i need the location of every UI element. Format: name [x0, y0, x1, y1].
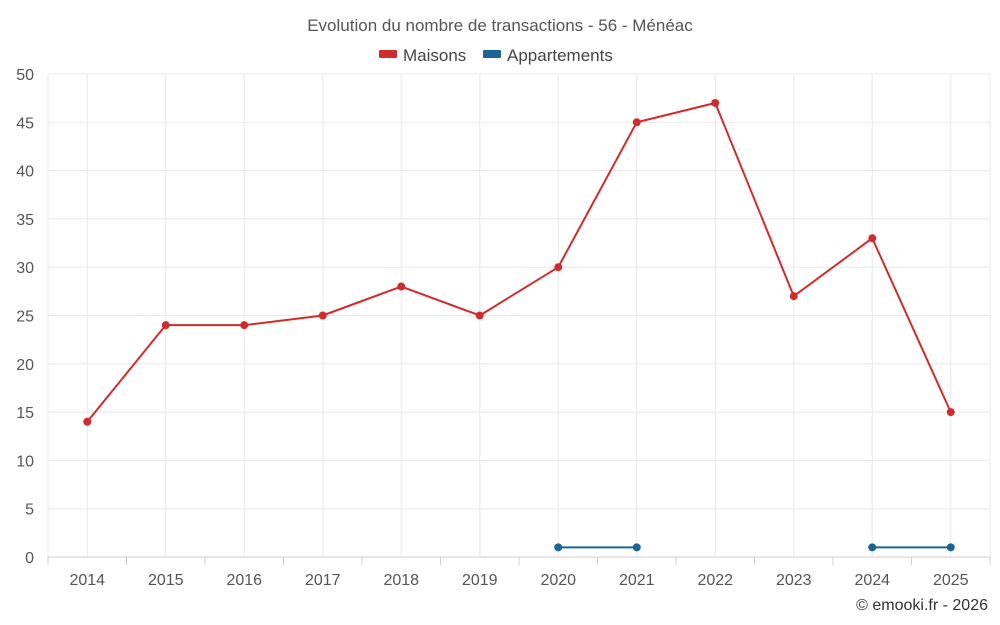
legend-item-maisons[interactable]: Maisons — [379, 46, 466, 65]
x-tick-label: 2018 — [383, 572, 419, 589]
x-tick-label: 2022 — [697, 572, 733, 589]
credit-text: © emooki.fr - 2026 — [856, 597, 988, 614]
y-tick-label: 10 — [16, 453, 34, 470]
data-point-maisons[interactable] — [318, 311, 327, 320]
y-tick-label: 0 — [25, 550, 34, 567]
data-point-maisons[interactable] — [240, 321, 249, 330]
x-tick-label: 2015 — [148, 572, 184, 589]
x-tick-label: 2020 — [540, 572, 576, 589]
plot-area — [83, 98, 955, 552]
x-tick-label: 2014 — [69, 572, 105, 589]
y-axis: 0 5 10 15 20 25 30 35 40 45 50 — [16, 67, 34, 567]
data-point-appartements[interactable] — [946, 543, 955, 552]
data-point-appartements[interactable] — [554, 543, 563, 552]
legend-label-maisons: Maisons — [403, 46, 466, 65]
y-tick-label: 20 — [16, 357, 34, 374]
data-point-maisons[interactable] — [868, 234, 877, 243]
x-tick-label: 2016 — [226, 572, 262, 589]
data-point-maisons[interactable] — [632, 118, 641, 127]
legend: Maisons Appartements — [379, 46, 613, 65]
data-point-maisons[interactable] — [789, 292, 798, 301]
y-tick-label: 30 — [16, 260, 34, 277]
x-tick-label: 2021 — [619, 572, 655, 589]
data-point-maisons[interactable] — [711, 98, 720, 107]
legend-swatch-maisons — [379, 50, 397, 58]
x-tick-label: 2023 — [776, 572, 812, 589]
data-point-maisons[interactable] — [161, 321, 170, 330]
x-tick-label: 2024 — [854, 572, 890, 589]
data-point-maisons[interactable] — [946, 408, 955, 417]
y-tick-label: 35 — [16, 212, 34, 229]
x-tick-label: 2025 — [933, 572, 969, 589]
y-tick-label: 40 — [16, 164, 34, 181]
y-tick-label: 50 — [16, 67, 34, 84]
x-tick-label: 2017 — [305, 572, 341, 589]
y-tick-label: 45 — [16, 115, 34, 132]
x-tick-label: 2019 — [462, 572, 498, 589]
data-point-maisons[interactable] — [475, 311, 484, 320]
grid — [47, 73, 991, 557]
legend-label-appartements: Appartements — [507, 46, 613, 65]
data-point-maisons[interactable] — [397, 282, 406, 291]
data-point-appartements[interactable] — [632, 543, 641, 552]
data-point-appartements[interactable] — [868, 543, 877, 552]
data-point-maisons[interactable] — [83, 417, 92, 426]
legend-swatch-appartements — [483, 50, 501, 58]
data-point-maisons[interactable] — [554, 263, 563, 272]
y-tick-label: 25 — [16, 309, 34, 326]
series-line-maisons — [86, 101, 952, 423]
x-axis: 2014 2015 2016 2017 2018 2019 2020 2021 2022 2023… — [47, 556, 991, 589]
legend-item-appartements[interactable]: Appartements — [483, 46, 613, 65]
y-tick-label: 15 — [16, 405, 34, 422]
y-tick-label: 5 — [25, 502, 34, 519]
chart-title: Evolution du nombre de transactions - 56… — [307, 16, 693, 35]
